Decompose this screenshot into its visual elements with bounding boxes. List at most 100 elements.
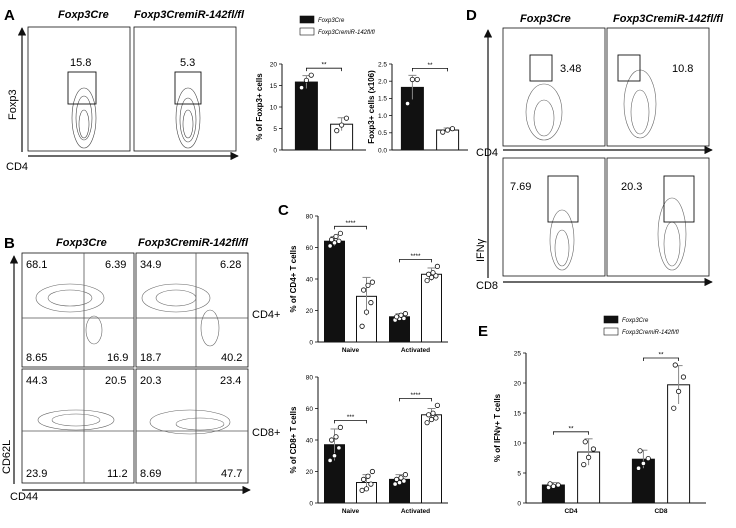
y-tick-label: 0.5 <box>378 130 387 137</box>
y-tick-label: 20 <box>306 308 314 315</box>
significance-bracket <box>553 431 589 435</box>
panel-b-quadrant-values: 68.1 6.39 8.65 16.9 34.9 6.28 18.7 40.2 … <box>26 259 242 480</box>
y-tick-label: 0 <box>273 147 277 154</box>
data-point <box>328 437 335 443</box>
data-point <box>337 230 343 236</box>
data-point <box>363 309 370 315</box>
data-point <box>338 122 345 128</box>
panel-d-gate-cd4-ko <box>617 54 641 82</box>
y-axis-label: % of CD8+ T cells <box>289 406 298 473</box>
panel-a-plot-ctrl <box>27 26 131 152</box>
bar <box>421 414 442 504</box>
data-point <box>402 472 408 478</box>
svg-text:40.2: 40.2 <box>221 352 242 364</box>
svg-text:23.4: 23.4 <box>220 375 241 387</box>
panel-d-value-cd8-ctrl: 7.69 <box>510 181 531 193</box>
panel-a-x-label: CD4 <box>6 161 28 173</box>
y-tick-label: 0 <box>517 500 521 507</box>
data-point <box>440 129 446 135</box>
significance-bracket <box>399 397 432 402</box>
legend-a-swatch-ctrl <box>299 15 315 24</box>
data-point <box>449 126 456 132</box>
panel-d-gate-cd8-ko <box>663 175 695 223</box>
data-point <box>547 481 553 487</box>
panel-b-x-label: CD44 <box>10 491 38 503</box>
panel-b-title-ctrl: Foxp3Cre <box>56 237 107 249</box>
legend-e-label-ko: Foxp3CremiR-142fl/fl <box>622 330 679 336</box>
y-tick-label: 2.5 <box>378 61 387 68</box>
significance-label: ** <box>321 62 327 69</box>
data-point <box>303 77 309 83</box>
panel-e-legend: Foxp3Cre Foxp3CremiR-142fl/fl <box>603 315 679 336</box>
legend-a-label-ctrl: Foxp3Cre <box>318 18 345 24</box>
legend-e-swatch-ko <box>603 327 619 336</box>
y-tick-label: 15 <box>514 410 522 417</box>
data-point <box>637 448 643 454</box>
data-point <box>368 481 374 487</box>
category-label: Activated <box>401 508 430 515</box>
data-point <box>308 72 314 78</box>
panel-d-title-ctrl: Foxp3Cre <box>520 13 571 25</box>
bar <box>324 240 345 343</box>
panel-a-title-ko: Foxp3CremiR-142fl/fl <box>134 9 245 21</box>
data-point <box>336 238 342 244</box>
panel-a-gate-value-ko: 5.3 <box>180 57 195 69</box>
data-point <box>640 460 647 466</box>
svg-text:23.9: 23.9 <box>26 468 47 480</box>
data-point <box>401 478 407 484</box>
panel-a-gate-ctrl <box>67 71 97 105</box>
y-tick-label: 25 <box>514 350 522 357</box>
data-point <box>680 374 687 380</box>
data-point <box>327 243 333 249</box>
data-point <box>336 445 342 451</box>
y-tick-label: 1.5 <box>378 96 387 103</box>
significance-label: *** <box>347 414 355 421</box>
y-tick-label: 80 <box>306 213 314 220</box>
panel-d-x-label-cd8: CD8 <box>476 280 498 292</box>
panel-a-legend: Foxp3Cre Foxp3CremiR-142fl/fl <box>299 15 375 36</box>
panel-b-row-label-cd8: CD8+ <box>252 427 280 439</box>
panel-d-value-cd4-ctrl: 3.48 <box>560 63 581 75</box>
data-point <box>430 410 436 416</box>
data-point <box>343 115 350 121</box>
data-point <box>369 279 375 285</box>
data-point <box>425 271 432 277</box>
data-point <box>369 468 375 475</box>
bar <box>294 81 318 151</box>
data-point <box>645 455 651 462</box>
data-point <box>398 475 404 481</box>
significance-bracket <box>334 420 367 424</box>
legend-e-swatch-ctrl <box>603 315 619 324</box>
data-point <box>333 434 339 440</box>
y-tick-label: 80 <box>306 374 314 381</box>
panel-d-letter: D <box>466 7 477 24</box>
panel-d-gate-cd4-ctrl <box>529 54 553 82</box>
data-point <box>434 263 440 269</box>
category-label: Naive <box>342 347 360 354</box>
data-point <box>428 274 435 281</box>
chart-ifng-percent: 0 5 10 15 20 25 % of IFNγ+ T cells ** CD4 ** CD8 <box>493 350 706 515</box>
panel-c-letter: C <box>278 202 289 219</box>
data-point <box>396 479 403 486</box>
data-point <box>401 315 407 321</box>
y-tick-label: 20 <box>270 61 278 68</box>
data-point <box>555 482 561 488</box>
panel-b-letter: B <box>4 235 15 252</box>
significance-label: ** <box>658 352 664 359</box>
data-point <box>333 233 339 240</box>
data-point <box>433 415 439 421</box>
y-axis-label: % of Foxp3+ cells <box>255 73 264 141</box>
panel-a-gate-ko <box>174 71 202 105</box>
data-point <box>331 453 338 459</box>
data-point <box>360 476 367 482</box>
panel-a-title-ctrl: Foxp3Cre <box>58 9 109 21</box>
svg-text:68.1: 68.1 <box>26 259 47 271</box>
panel-e-letter: E <box>478 323 488 340</box>
data-point <box>365 473 371 479</box>
data-point <box>434 402 440 408</box>
category-label: Naive <box>342 508 360 515</box>
significance-bracket <box>306 67 342 72</box>
panel-a-gate-value-ctrl: 15.8 <box>70 57 91 69</box>
